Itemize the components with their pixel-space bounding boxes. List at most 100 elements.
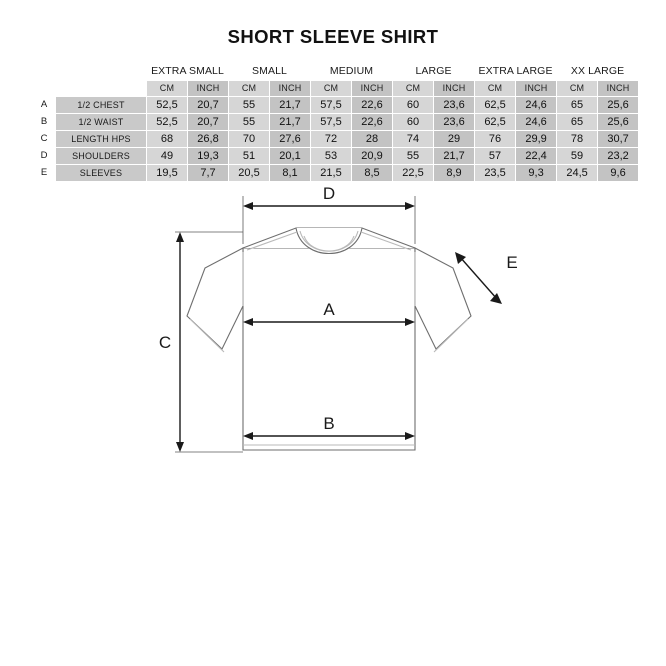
cell-cm: 59 bbox=[557, 148, 598, 164]
cell-cm: 78 bbox=[557, 131, 598, 147]
cell-cm: 65 bbox=[557, 114, 598, 130]
row-measurement-name: SLEEVES bbox=[56, 165, 146, 181]
cell-inch: 21,7 bbox=[434, 148, 475, 164]
cell-cm: 21,5 bbox=[311, 165, 352, 181]
dimension-arrow-sleeve bbox=[455, 252, 502, 304]
cell-cm: 60 bbox=[393, 114, 434, 130]
cell-cm: 65 bbox=[557, 97, 598, 113]
cell-inch: 25,6 bbox=[598, 114, 639, 130]
dimension-arrow-waist bbox=[243, 432, 415, 440]
table-row: D SHOULDERS 49 19,3 51 20,1 53 20,9 55 21,7 57 22,4… bbox=[33, 148, 639, 164]
table-row: B 1/2 WAIST 52,5 20,7 55 21,7 57,5 22,6 60 23,6 62… bbox=[33, 114, 639, 130]
row-measurement-name: SHOULDERS bbox=[56, 148, 146, 164]
row-letter: B bbox=[33, 114, 55, 130]
cell-cm: 52,5 bbox=[147, 114, 187, 130]
size-header-l: LARGE bbox=[393, 63, 475, 80]
cell-inch: 23,2 bbox=[598, 148, 639, 164]
measurements-body: A 1/2 CHEST 52,5 20,7 55 21,7 57,5 22,6 60 23,6 62… bbox=[33, 97, 639, 181]
cell-cm: 57,5 bbox=[311, 97, 352, 113]
cell-inch: 20,1 bbox=[270, 148, 311, 164]
cell-cm: 20,5 bbox=[229, 165, 270, 181]
cell-inch: 24,6 bbox=[516, 97, 557, 113]
cell-cm: 72 bbox=[311, 131, 352, 147]
cell-cm: 49 bbox=[147, 148, 187, 164]
dimension-label-waist: B bbox=[323, 414, 334, 433]
table-header-sizes: EXTRA SMALL SMALL MEDIUM LARGE EXTRA LAR… bbox=[33, 63, 639, 80]
size-header-xxl: XX LARGE bbox=[557, 63, 639, 80]
corner-spacer bbox=[56, 63, 146, 80]
cell-cm: 76 bbox=[475, 131, 516, 147]
size-header-m: MEDIUM bbox=[311, 63, 393, 80]
cell-inch: 28 bbox=[352, 131, 393, 147]
cell-cm: 62,5 bbox=[475, 97, 516, 113]
row-letter: E bbox=[33, 165, 55, 181]
unit-header-cm: CM bbox=[229, 81, 270, 96]
cell-inch: 8,5 bbox=[352, 165, 393, 181]
table-header-units: CM INCH CM INCH CM INCH CM INCH CM INCH … bbox=[33, 81, 639, 96]
row-letter: A bbox=[33, 97, 55, 113]
cell-cm: 55 bbox=[229, 114, 270, 130]
cell-inch: 21,7 bbox=[270, 114, 311, 130]
cell-inch: 21,7 bbox=[270, 97, 311, 113]
cell-inch: 20,7 bbox=[188, 97, 229, 113]
table-row: E SLEEVES 19,5 7,7 20,5 8,1 21,5 8,5 22,5 8,9 23,5… bbox=[33, 165, 639, 181]
table-row: A 1/2 CHEST 52,5 20,7 55 21,7 57,5 22,6 60 23,6 62… bbox=[33, 97, 639, 113]
unit-header-inch: INCH bbox=[270, 81, 311, 96]
cell-cm: 22,5 bbox=[393, 165, 434, 181]
row-measurement-name: 1/2 CHEST bbox=[56, 97, 146, 113]
cell-inch: 9,3 bbox=[516, 165, 557, 181]
cell-inch: 26,8 bbox=[188, 131, 229, 147]
cell-inch: 29 bbox=[434, 131, 475, 147]
page-title: SHORT SLEEVE SHIRT bbox=[227, 26, 439, 47]
cell-inch: 25,6 bbox=[598, 97, 639, 113]
cell-inch: 23,6 bbox=[434, 97, 475, 113]
corner-spacer bbox=[33, 63, 55, 80]
cell-cm: 74 bbox=[393, 131, 434, 147]
cell-inch: 23,6 bbox=[434, 114, 475, 130]
dimension-label-chest: A bbox=[323, 300, 335, 319]
dimension-label-shoulders: D bbox=[323, 186, 335, 203]
unit-header-cm: CM bbox=[147, 81, 187, 96]
cell-inch: 24,6 bbox=[516, 114, 557, 130]
dimension-label-sleeve: E bbox=[506, 253, 517, 272]
corner-spacer bbox=[56, 81, 146, 96]
cell-inch: 30,7 bbox=[598, 131, 639, 147]
row-letter: D bbox=[33, 148, 55, 164]
cell-cm: 19,5 bbox=[147, 165, 187, 181]
dimension-arrow-shoulders bbox=[243, 202, 415, 210]
unit-header-cm: CM bbox=[311, 81, 352, 96]
cell-cm: 23,5 bbox=[475, 165, 516, 181]
cell-inch: 20,9 bbox=[352, 148, 393, 164]
cell-inch: 20,7 bbox=[188, 114, 229, 130]
size-chart-table: EXTRA SMALL SMALL MEDIUM LARGE EXTRA LAR… bbox=[32, 62, 639, 182]
cell-inch: 27,6 bbox=[270, 131, 311, 147]
cell-cm: 57,5 bbox=[311, 114, 352, 130]
size-header-s: SMALL bbox=[229, 63, 311, 80]
corner-spacer bbox=[33, 81, 55, 96]
cell-cm: 24,5 bbox=[557, 165, 598, 181]
unit-header-cm: CM bbox=[557, 81, 598, 96]
shirt-diagram: D C A B E bbox=[0, 186, 666, 486]
cell-cm: 52,5 bbox=[147, 97, 187, 113]
row-measurement-name: LENGTH HPS bbox=[56, 131, 146, 147]
measurements-table: EXTRA SMALL SMALL MEDIUM LARGE EXTRA LAR… bbox=[32, 62, 639, 182]
cell-inch: 8,9 bbox=[434, 165, 475, 181]
unit-header-inch: INCH bbox=[434, 81, 475, 96]
unit-header-inch: INCH bbox=[598, 81, 639, 96]
dimension-arrow-chest bbox=[243, 318, 415, 326]
row-letter: C bbox=[33, 131, 55, 147]
table-row: C LENGTH HPS 68 26,8 70 27,6 72 28 74 29 76 29,9 78 3… bbox=[33, 131, 639, 147]
cell-inch: 22,6 bbox=[352, 97, 393, 113]
cell-cm: 53 bbox=[311, 148, 352, 164]
size-header-xl: EXTRA LARGE bbox=[475, 63, 557, 80]
dimension-arrow-length bbox=[176, 232, 184, 452]
row-measurement-name: 1/2 WAIST bbox=[56, 114, 146, 130]
cell-inch: 9,6 bbox=[598, 165, 639, 181]
cell-cm: 55 bbox=[229, 97, 270, 113]
cell-cm: 70 bbox=[229, 131, 270, 147]
unit-header-inch: INCH bbox=[188, 81, 229, 96]
cell-inch: 19,3 bbox=[188, 148, 229, 164]
cell-cm: 55 bbox=[393, 148, 434, 164]
unit-header-inch: INCH bbox=[516, 81, 557, 96]
cell-cm: 51 bbox=[229, 148, 270, 164]
